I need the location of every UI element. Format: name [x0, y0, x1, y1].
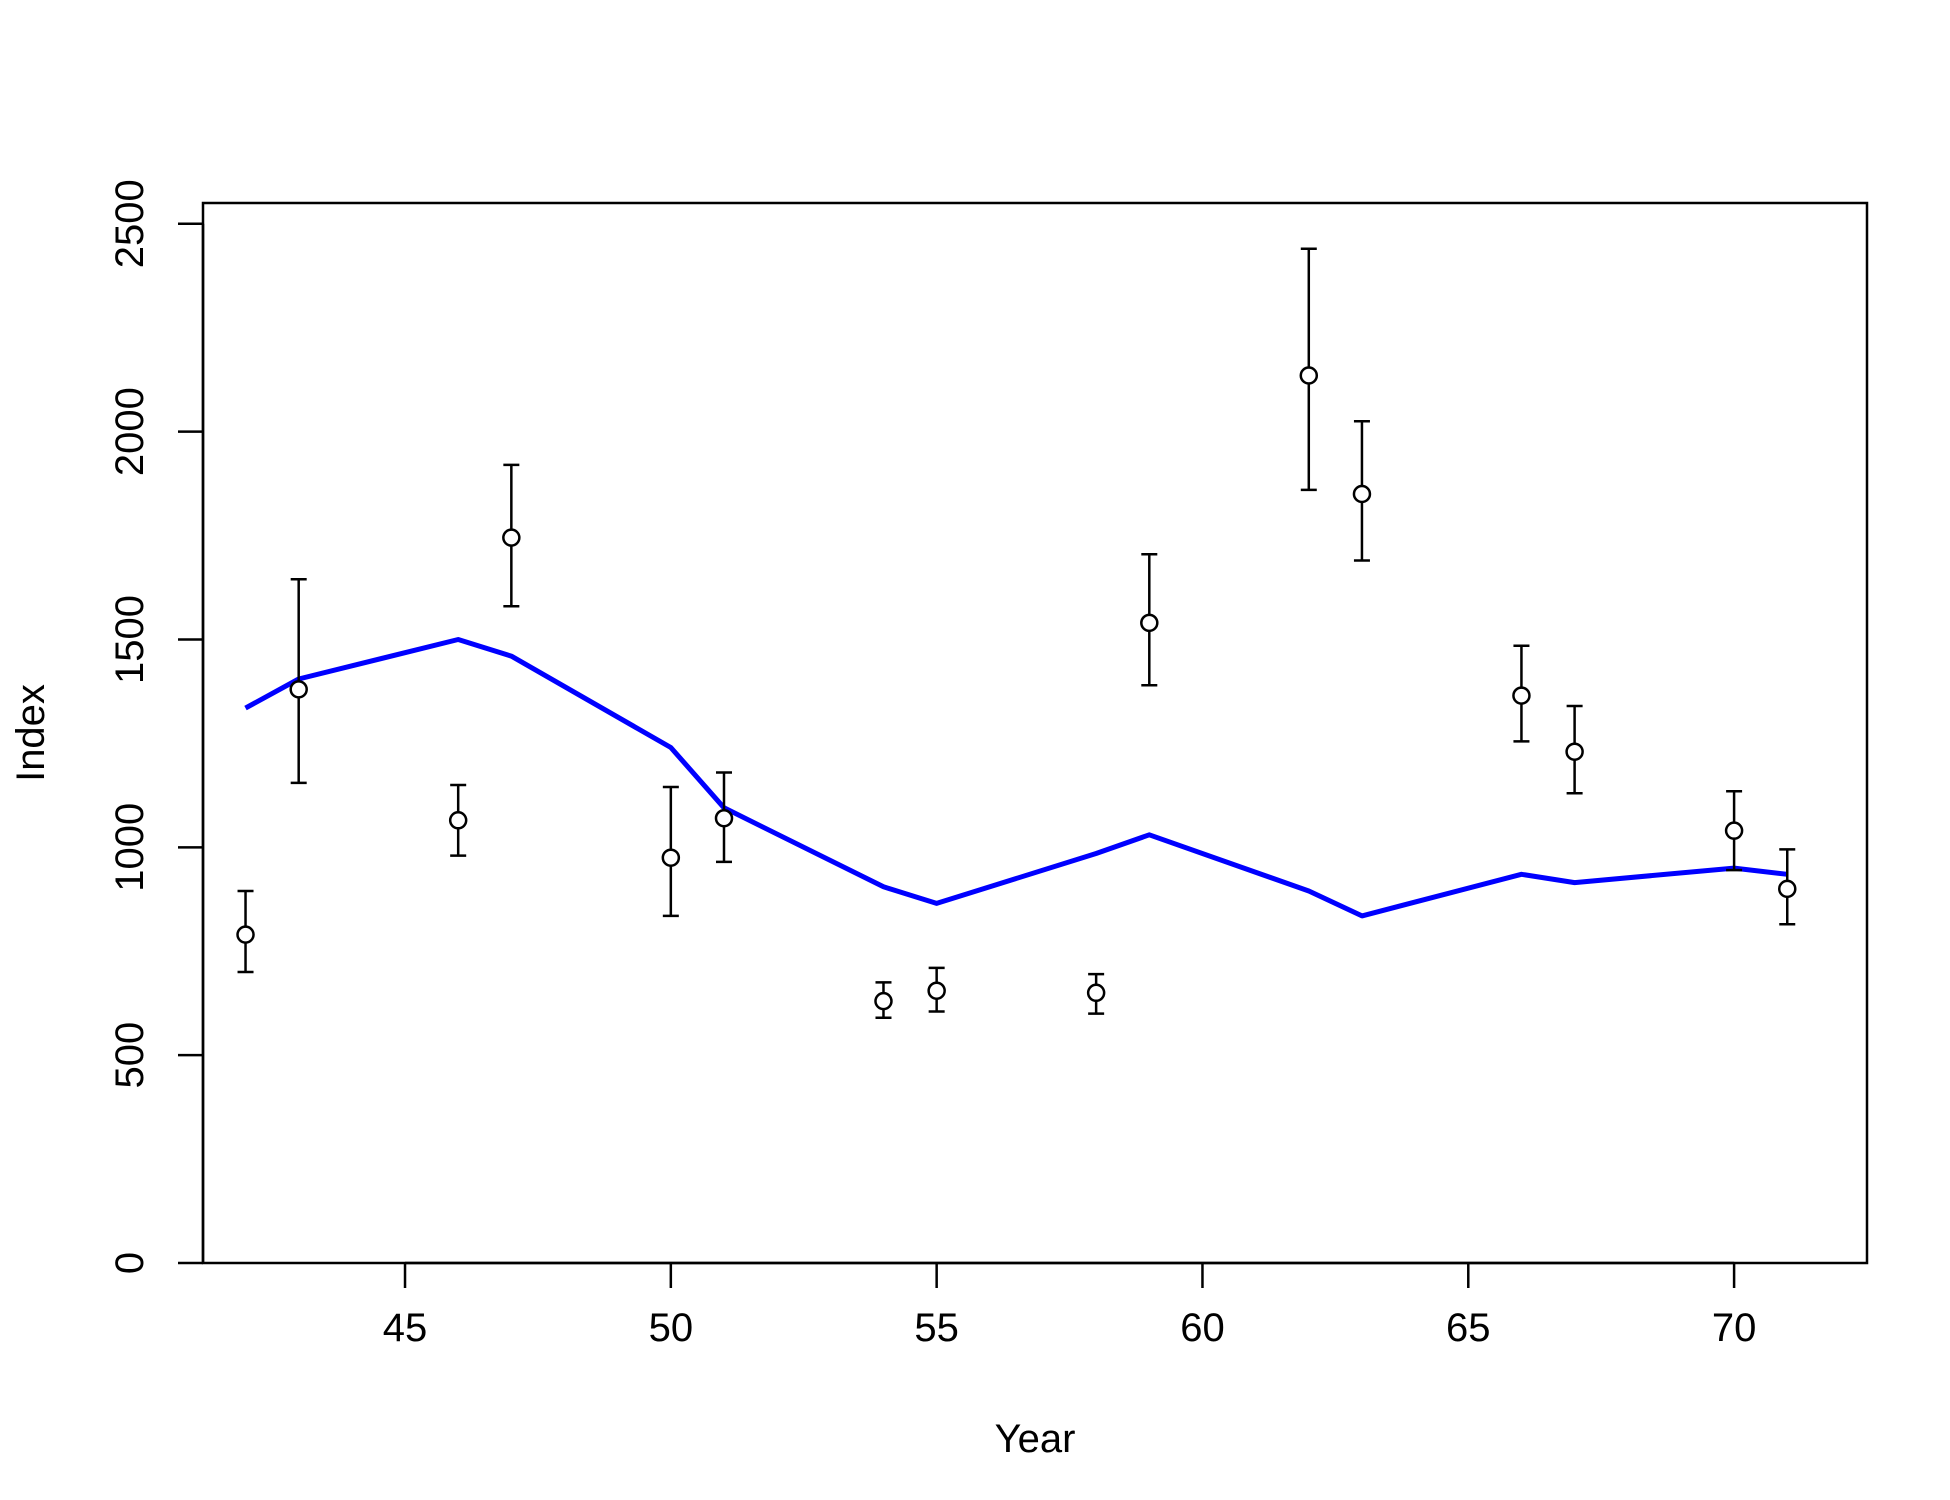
y-tick-label: 0	[108, 1252, 152, 1274]
y-tick-label: 500	[108, 1022, 152, 1089]
data-point	[927, 981, 946, 1000]
data-point	[1140, 613, 1159, 633]
error-bar	[875, 981, 892, 1019]
error-bar	[503, 463, 520, 608]
y-tick-label: 2000	[108, 387, 152, 476]
error-bar	[1779, 848, 1796, 926]
data-point	[236, 925, 255, 944]
data-point	[1724, 821, 1744, 840]
x-tick-label: 55	[914, 1306, 959, 1350]
y-axis: 0 500 1000 1500 2000 2500	[108, 179, 205, 1274]
fitted-series	[244, 637, 1788, 919]
x-tick-label: 50	[649, 1306, 694, 1350]
y-tick-label: 1500	[108, 595, 152, 684]
y-axis-title: Index	[9, 684, 53, 782]
x-tick-label: 45	[383, 1306, 428, 1350]
plot-frame	[201, 201, 1869, 1265]
data-point	[1086, 983, 1106, 1003]
error-bar	[715, 771, 732, 864]
error-bar	[1566, 704, 1583, 795]
data-point	[1352, 484, 1372, 504]
error-bar	[1088, 972, 1105, 1015]
data-point	[1565, 742, 1584, 761]
error-bars	[237, 247, 1796, 1019]
error-bar	[928, 966, 945, 1013]
y-tick-label: 2500	[108, 179, 152, 268]
x-axis-title: Year	[995, 1417, 1076, 1461]
error-bar	[1141, 553, 1158, 687]
data-point	[448, 811, 468, 830]
y-tick-label: 1000	[108, 803, 152, 892]
data-point	[502, 528, 521, 547]
error-bar	[290, 577, 307, 785]
fitted-line	[244, 637, 1788, 919]
error-bar	[1353, 419, 1370, 562]
data-point	[874, 991, 893, 1011]
error-bar	[237, 889, 254, 974]
data-point	[661, 848, 681, 867]
error-bar	[450, 783, 467, 857]
observed-points	[236, 366, 1797, 1011]
x-tick-label: 70	[1712, 1306, 1757, 1350]
data-point	[714, 808, 734, 828]
data-point	[289, 680, 308, 699]
error-bar	[1726, 789, 1743, 872]
x-tick-label: 60	[1180, 1306, 1225, 1350]
x-tick-label: 65	[1446, 1306, 1491, 1350]
x-axis: 45 50 55 60 65 70	[383, 1261, 1757, 1350]
data-point	[1299, 366, 1319, 385]
data-point	[1512, 686, 1531, 705]
data-point	[1778, 879, 1797, 899]
error-bar	[1300, 247, 1317, 492]
error-bar	[662, 785, 679, 918]
error-bar	[1513, 644, 1530, 743]
